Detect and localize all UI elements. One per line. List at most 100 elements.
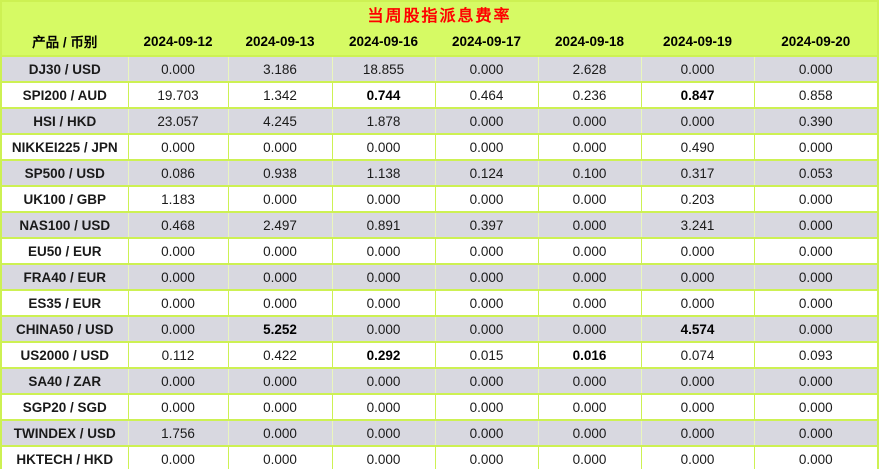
- value-cell: 0.000: [331, 134, 436, 161]
- value-cell: 0.000: [537, 186, 642, 213]
- value-cell: 0.000: [434, 446, 539, 469]
- value-cell: 0.000: [434, 394, 539, 421]
- value-cell: 0.000: [640, 446, 755, 469]
- value-cell: 0.464: [434, 82, 539, 109]
- product-cell: HKTECH / HKD: [0, 446, 129, 469]
- value-cell: 0.000: [227, 420, 333, 447]
- product-cell: NAS100 / USD: [0, 212, 129, 239]
- value-cell: 0.000: [537, 290, 642, 317]
- value-cell: 19.703: [127, 82, 229, 109]
- product-cell: NIKKEI225 / JPN: [0, 134, 129, 161]
- value-cell: 0.000: [331, 264, 436, 291]
- value-cell: 2.497: [227, 212, 333, 239]
- value-cell: 0.468: [127, 212, 229, 239]
- value-cell: 0.124: [434, 160, 539, 187]
- value-cell: 0.390: [753, 108, 879, 135]
- value-cell: 0.000: [753, 446, 879, 469]
- table-row: ES35 / EUR 0.000 0.000 0.000 0.000 0.000 0.000…: [0, 290, 879, 317]
- value-cell: 4.574: [640, 316, 755, 343]
- value-cell: 0.000: [434, 108, 539, 135]
- column-header-date: 2024-09-13: [227, 26, 333, 57]
- column-header-date: 2024-09-20: [753, 26, 879, 57]
- value-cell: 0.000: [227, 290, 333, 317]
- table-row: CHINA50 / USD 0.000 5.252 0.000 0.000 0.000 4.…: [0, 316, 879, 343]
- value-cell: 0.000: [640, 368, 755, 395]
- value-cell: 0.203: [640, 186, 755, 213]
- value-cell: 0.236: [537, 82, 642, 109]
- value-cell: 0.000: [753, 368, 879, 395]
- value-cell: 0.086: [127, 160, 229, 187]
- value-cell: 0.000: [127, 290, 229, 317]
- value-cell: 23.057: [127, 108, 229, 135]
- value-cell: 0.000: [127, 238, 229, 265]
- value-cell: 0.000: [640, 56, 755, 83]
- value-cell: 0.000: [331, 290, 436, 317]
- value-cell: 2.628: [537, 56, 642, 83]
- table-row: HKTECH / HKD 0.000 0.000 0.000 0.000 0.000 0.0…: [0, 446, 879, 469]
- value-cell: 0.000: [127, 134, 229, 161]
- table-row: SPI200 / AUD 19.703 1.342 0.744 0.464 0.236 0.…: [0, 82, 879, 109]
- value-cell: 0.093: [753, 342, 879, 369]
- column-header-date: 2024-09-12: [127, 26, 229, 57]
- table-row: SP500 / USD 0.086 0.938 1.138 0.124 0.100 0.31…: [0, 160, 879, 187]
- value-cell: 0.000: [640, 394, 755, 421]
- product-cell: SP500 / USD: [0, 160, 129, 187]
- value-cell: 1.342: [227, 82, 333, 109]
- value-cell: 0.000: [640, 290, 755, 317]
- value-cell: 5.252: [227, 316, 333, 343]
- product-cell: SGP20 / SGD: [0, 394, 129, 421]
- value-cell: 0.858: [753, 82, 879, 109]
- product-cell: HSI / HKD: [0, 108, 129, 135]
- value-cell: 0.000: [753, 186, 879, 213]
- value-cell: 0.891: [331, 212, 436, 239]
- product-cell: FRA40 / EUR: [0, 264, 129, 291]
- value-cell: 0.938: [227, 160, 333, 187]
- product-cell: SPI200 / AUD: [0, 82, 129, 109]
- value-cell: 0.000: [331, 368, 436, 395]
- value-cell: 0.000: [537, 212, 642, 239]
- value-cell: 0.000: [434, 420, 539, 447]
- value-cell: 0.074: [640, 342, 755, 369]
- value-cell: 0.000: [331, 316, 436, 343]
- value-cell: 0.000: [331, 420, 436, 447]
- product-cell: TWINDEX / USD: [0, 420, 129, 447]
- value-cell: 0.100: [537, 160, 642, 187]
- title-row: 当周股指派息费率: [0, 0, 879, 27]
- product-cell: EU50 / EUR: [0, 238, 129, 265]
- value-cell: 0.000: [227, 368, 333, 395]
- table-row: NAS100 / USD 0.468 2.497 0.891 0.397 0.000 3.2…: [0, 212, 879, 239]
- table-row: HSI / HKD 23.057 4.245 1.878 0.000 0.000 0.000…: [0, 108, 879, 135]
- table-row: SA40 / ZAR 0.000 0.000 0.000 0.000 0.000 0.000…: [0, 368, 879, 395]
- page-title: 当周股指派息费率: [0, 0, 879, 27]
- value-cell: 0.016: [537, 342, 642, 369]
- value-cell: 0.000: [434, 316, 539, 343]
- value-cell: 0.317: [640, 160, 755, 187]
- product-cell: ES35 / EUR: [0, 290, 129, 317]
- value-cell: 0.000: [227, 238, 333, 265]
- value-cell: 0.000: [127, 368, 229, 395]
- value-cell: 0.000: [331, 238, 436, 265]
- header-row: 产品 / 币别 2024-09-12 2024-09-13 2024-09-16…: [0, 26, 879, 57]
- value-cell: 0.000: [753, 394, 879, 421]
- value-cell: 0.000: [537, 446, 642, 469]
- value-cell: 0.397: [434, 212, 539, 239]
- value-cell: 0.000: [640, 420, 755, 447]
- value-cell: 0.000: [434, 368, 539, 395]
- value-cell: 0.490: [640, 134, 755, 161]
- value-cell: 0.000: [127, 394, 229, 421]
- value-cell: 0.000: [127, 446, 229, 469]
- value-cell: 0.000: [640, 238, 755, 265]
- product-cell: DJ30 / USD: [0, 56, 129, 83]
- value-cell: 4.245: [227, 108, 333, 135]
- value-cell: 0.000: [753, 212, 879, 239]
- value-cell: 0.000: [640, 108, 755, 135]
- value-cell: 0.000: [127, 264, 229, 291]
- table-row: NIKKEI225 / JPN 0.000 0.000 0.000 0.000 0.000…: [0, 134, 879, 161]
- value-cell: 3.241: [640, 212, 755, 239]
- table-row: TWINDEX / USD 1.756 0.000 0.000 0.000 0.000 0.…: [0, 420, 879, 447]
- value-cell: 0.000: [753, 56, 879, 83]
- value-cell: 0.000: [537, 316, 642, 343]
- value-cell: 0.000: [753, 264, 879, 291]
- product-cell: CHINA50 / USD: [0, 316, 129, 343]
